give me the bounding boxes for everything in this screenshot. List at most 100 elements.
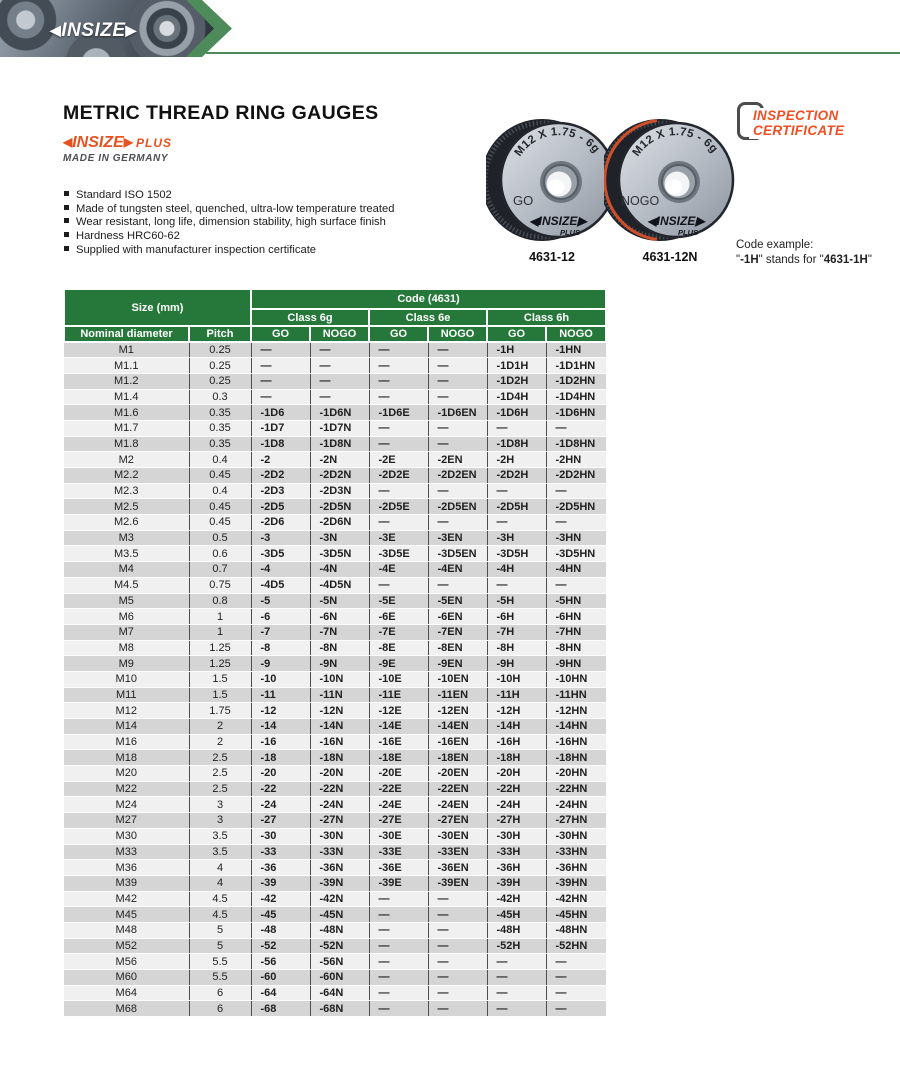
table-cell: M24	[64, 796, 189, 814]
header-go-6g: GO	[250, 325, 311, 343]
table-cell: -30E	[368, 828, 428, 845]
header-nogo-6e: NOGO	[427, 325, 488, 343]
table-cell: -48H	[486, 922, 546, 939]
table-cell: 2	[188, 718, 251, 735]
table-cell: -30HN	[545, 828, 607, 845]
table-cell: -12	[250, 702, 310, 719]
table-cell: —	[309, 373, 369, 390]
table-cell: -22EN	[427, 781, 487, 798]
table-cell: M39	[64, 875, 189, 892]
table-cell: -30H	[486, 828, 546, 845]
table-cell: -9EN	[427, 655, 487, 672]
table-cell: -1D6N	[309, 404, 369, 421]
table-cell: —	[250, 389, 310, 406]
table-cell: 0.25	[188, 357, 251, 374]
table-cell: -7HN	[545, 624, 607, 641]
insize-plus-logo: ◀INSIZE▶ PLUS	[63, 134, 172, 152]
table-cell: M56	[64, 953, 189, 970]
table-cell: —	[368, 906, 428, 923]
table-cell: -42	[250, 891, 310, 908]
table-cell: -42N	[309, 891, 369, 908]
header-go-6e: GO	[368, 325, 429, 343]
table-cell: —	[545, 985, 607, 1002]
table-cell: -12H	[486, 702, 546, 719]
table-cell: -2D3	[250, 483, 310, 500]
table-cell: 5.5	[188, 953, 251, 970]
table-cell: M30	[64, 828, 189, 845]
page-title: METRIC THREAD RING GAUGES	[63, 102, 379, 124]
table-cell: M16	[64, 734, 189, 751]
plus-logo-text: INSIZE	[72, 134, 124, 151]
table-cell: —	[486, 953, 546, 970]
table-cell: -9H	[486, 655, 546, 672]
table-cell: -5E	[368, 593, 428, 610]
table-cell: —	[368, 891, 428, 908]
table-cell: -39	[250, 875, 310, 892]
table-row: M2.2 0.45 -2D2 -2D2N -2D2E -2D2EN -2D2H -2D2HN	[64, 467, 607, 484]
table-row: M39 4 -39 -39N -39E -39EN -39H -39HN	[64, 875, 607, 892]
table-cell: -1D6E	[368, 404, 428, 421]
table-cell: 0.35	[188, 420, 251, 437]
table-cell: —	[545, 953, 607, 970]
table-row: M42 4.5 -42 -42N — — -42H -42HN	[64, 891, 607, 908]
table-cell: 4	[188, 875, 251, 892]
table-cell: -8HN	[545, 640, 607, 657]
table-row: M64 6 -64 -64N — — — —	[64, 985, 607, 1002]
table-row: M2.6 0.45 -2D6 -2D6N — — — —	[64, 514, 607, 531]
bullet-square-icon	[64, 218, 69, 224]
table-cell: M64	[64, 985, 189, 1002]
table-cell: -10EN	[427, 671, 487, 688]
table-cell: -8N	[309, 640, 369, 657]
table-cell: -1D8	[250, 436, 310, 453]
table-cell: -7E	[368, 624, 428, 641]
table-cell: -3D5	[250, 545, 310, 563]
table-cell: -33N	[309, 844, 369, 861]
table-cell: M3	[64, 530, 189, 547]
table-cell: 1.75	[188, 702, 251, 719]
table-row: M48 5 -48 -48N — — -48H -48HN	[64, 922, 607, 939]
header-nominal-diameter: Nominal diameter	[63, 325, 190, 343]
table-cell: -4H	[486, 561, 546, 578]
table-cell: —	[427, 906, 487, 923]
table-cell: —	[427, 483, 487, 500]
table-cell: 1.25	[188, 640, 251, 657]
table-cell: -24	[250, 796, 310, 814]
code-example: Code example: "-1H" stands for "4631-1H"	[736, 238, 872, 268]
table-cell: 1.5	[188, 687, 251, 704]
table-cell: -2D3N	[309, 483, 369, 500]
table-cell: —	[486, 969, 546, 986]
header-size-group: Size (mm)	[63, 288, 252, 327]
table-cell: -22H	[486, 781, 546, 798]
table-cell: -9	[250, 655, 310, 672]
table-cell: —	[427, 985, 487, 1002]
table-cell: -10E	[368, 671, 428, 688]
table-cell: 4.5	[188, 891, 251, 908]
bullet-square-icon	[64, 232, 69, 238]
table-cell: 2.5	[188, 765, 251, 782]
table-cell: -6EN	[427, 608, 487, 625]
feature-text: Made of tungsten steel, quenched, ultra-…	[76, 202, 395, 215]
table-row: M1.7 0.35 -1D7 -1D7N — — — —	[64, 420, 607, 437]
table-cell: 0.7	[188, 561, 251, 578]
table-cell: —	[427, 389, 487, 406]
table-cell: -27H	[486, 812, 546, 829]
feature-text: Standard ISO 1502	[76, 189, 172, 201]
table-cell: M11	[64, 687, 189, 704]
table-cell: —	[250, 342, 310, 359]
feature-text: Supplied with manufacturer inspection ce…	[76, 243, 317, 256]
table-cell: —	[368, 357, 428, 374]
table-cell: —	[427, 514, 487, 531]
table-cell: -10	[250, 671, 310, 688]
table-row: M24 3 -24 -24N -24E -24EN -24H -24HN	[64, 796, 607, 814]
table-cell: -1D6	[250, 404, 310, 421]
table-cell: —	[250, 373, 310, 390]
table-cell: —	[368, 514, 428, 531]
table-cell: 0.3	[188, 389, 251, 406]
table-cell: -52HN	[545, 938, 607, 955]
table-cell: -24E	[368, 796, 428, 814]
table-cell: -16E	[368, 734, 428, 751]
table-cell: -52N	[309, 938, 369, 955]
ring-brand-plus: PLUS	[678, 228, 698, 237]
table-cell: -20H	[486, 765, 546, 782]
table-cell: -8H	[486, 640, 546, 657]
